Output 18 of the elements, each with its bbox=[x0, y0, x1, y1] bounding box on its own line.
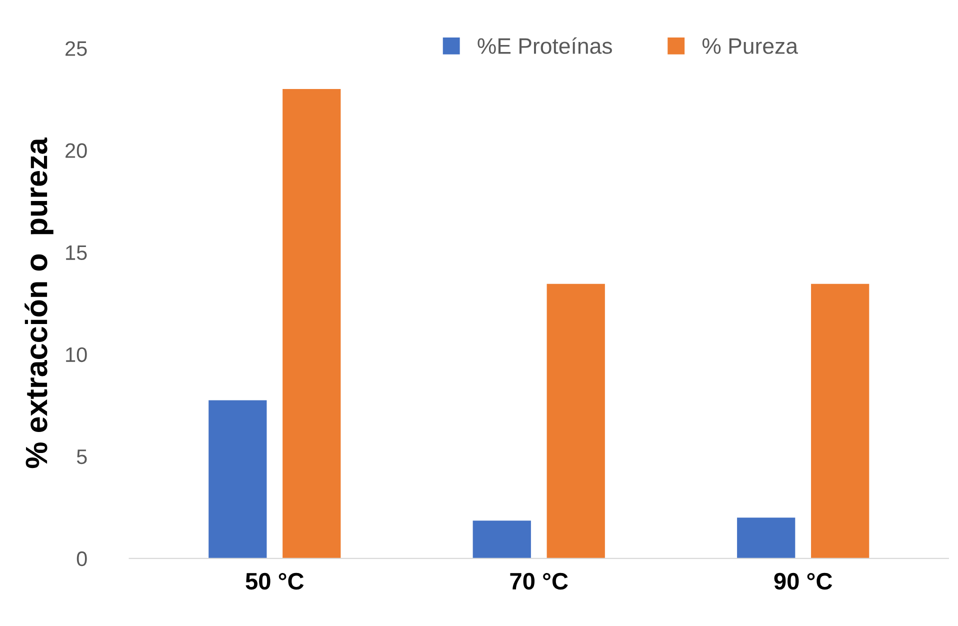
x-tick-label: 50 °C bbox=[246, 572, 304, 590]
bar bbox=[282, 89, 341, 558]
y-axis-title: % extracción o pureza bbox=[24, 138, 54, 468]
bar bbox=[811, 284, 870, 558]
legend-label: % Pureza bbox=[702, 38, 798, 54]
y-tick-label: 25 bbox=[66, 41, 87, 56]
legend-label: %E Proteínas bbox=[478, 37, 612, 54]
bar bbox=[208, 400, 267, 558]
y-tick-label: 5 bbox=[76, 450, 87, 464]
bar bbox=[472, 520, 531, 558]
y-tick-label: 15 bbox=[66, 245, 87, 260]
bar bbox=[546, 284, 605, 558]
y-tick-label: 20 bbox=[66, 143, 87, 158]
x-tick-label: 70 °C bbox=[510, 572, 568, 590]
x-tick-label: 90 °C bbox=[774, 572, 832, 590]
bar bbox=[737, 518, 796, 558]
y-tick-label: 10 bbox=[66, 347, 87, 362]
y-tick-label: 0 bbox=[76, 551, 87, 566]
